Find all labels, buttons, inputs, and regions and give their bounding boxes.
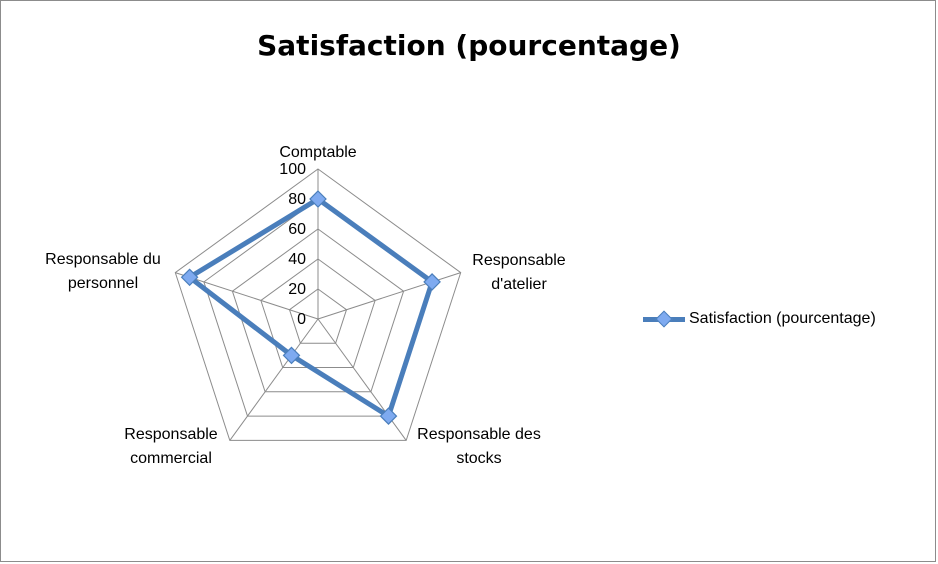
category-label: Responsable des stocks	[417, 426, 541, 467]
category-label: Responsable d'atelier	[472, 252, 566, 293]
chart-title: Satisfaction (pourcentage)	[257, 29, 681, 62]
data-point-marker	[180, 268, 199, 287]
radial-tick-label: 100	[279, 161, 306, 178]
legend-label: Satisfaction (pourcentage)	[689, 310, 876, 327]
legend-diamond-marker	[655, 310, 673, 328]
radial-tick-label: 0	[297, 311, 306, 328]
grid-spoke	[175, 272, 319, 320]
grid-ring	[231, 228, 405, 393]
radial-tick-label: 40	[288, 251, 306, 268]
grid-spoke	[317, 272, 461, 320]
data-point-marker	[423, 273, 441, 291]
category-label: Responsable commercial	[124, 426, 218, 467]
grid-spoke	[229, 318, 319, 441]
radial-tick-label: 80	[288, 191, 306, 208]
data-point-marker	[282, 346, 301, 365]
radial-tick-label: 20	[288, 281, 306, 298]
grid-ring	[288, 288, 348, 344]
series-line	[187, 196, 435, 419]
grid-ring	[260, 258, 376, 368]
radial-tick-label: 60	[288, 221, 306, 238]
grid-ring	[174, 168, 462, 441]
category-label: Comptable	[279, 144, 356, 161]
data-point-marker	[379, 407, 398, 425]
legend: Satisfaction (pourcentage)	[641, 307, 876, 331]
legend-key	[641, 307, 687, 331]
data-point-marker	[309, 190, 327, 208]
category-label: Responsable du personnel	[45, 251, 161, 292]
